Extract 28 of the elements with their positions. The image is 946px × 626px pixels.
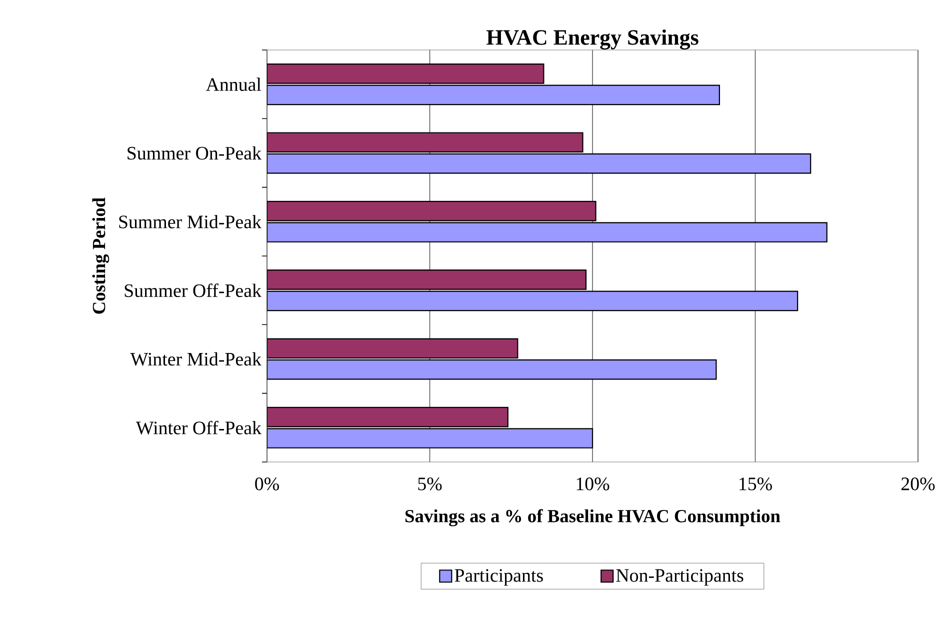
bar	[267, 428, 594, 448]
bar	[267, 406, 508, 428]
bar	[267, 132, 584, 153]
y-tick-label: Summer Mid-Peak	[119, 215, 262, 228]
bar	[267, 64, 544, 84]
chart-title: HVAC Energy Savings	[486, 29, 698, 50]
y-tick-label: Winter Off-Peak	[136, 420, 262, 434]
y-axis-title: Costing Period	[92, 198, 110, 314]
y-tick-label: Summer Off-Peak	[124, 284, 262, 298]
bar	[267, 270, 587, 290]
bar	[267, 84, 720, 106]
bar	[267, 338, 518, 359]
y-tick-label: Summer On-Peak	[128, 146, 262, 160]
bar	[267, 200, 596, 222]
x-tick-label: 5%	[418, 478, 442, 490]
y-tick-label: Annual	[206, 78, 262, 91]
y-tick-label: Winter Mid-Peak	[130, 352, 262, 366]
legend-label: Non-Participants	[616, 569, 744, 586]
x-tick-label: 15%	[740, 478, 772, 490]
x-tick-label: 0%	[255, 478, 279, 490]
legend-label: Participants	[454, 569, 543, 586]
x-tick-label: 10%	[576, 478, 610, 490]
bar	[267, 290, 798, 312]
x-axis-title: Savings as a % of Baseline HVAC Consumption	[405, 509, 780, 526]
bar	[267, 222, 828, 242]
bar	[267, 359, 717, 380]
bar	[267, 153, 812, 174]
x-tick-label: 20%	[901, 478, 935, 490]
